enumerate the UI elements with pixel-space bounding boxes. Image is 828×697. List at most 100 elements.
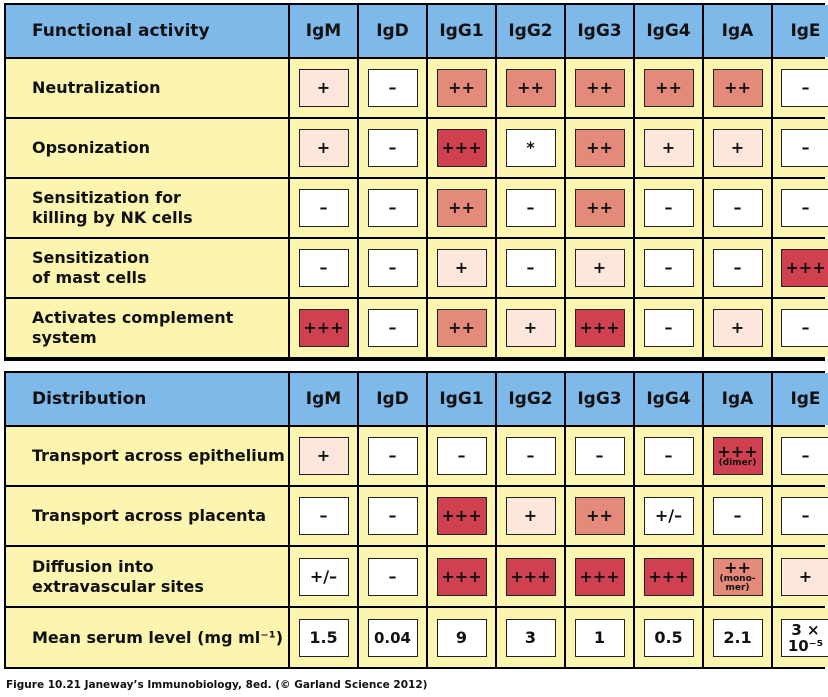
distribution-column-header-igg3: IgG3 (566, 373, 633, 425)
value-note: (mono- mer) (719, 573, 756, 593)
functional-column-header-igg3: IgG3 (566, 5, 633, 57)
distribution-cell: 0.5 (635, 608, 702, 667)
functional-cell: ++ (704, 59, 771, 117)
functional-cell: ++ (428, 299, 495, 357)
functional-value-box-igg1: +++ (436, 129, 487, 167)
distribution-cell: – (704, 487, 771, 545)
functional-cell: + (497, 299, 564, 357)
distribution-value-box-igg3: +++ (574, 557, 625, 596)
functional-value-box-igg3: +++ (574, 309, 625, 347)
functional-value-box-igg3: + (574, 249, 625, 287)
distribution-cell: 9 (428, 608, 495, 667)
value-text: – (526, 258, 535, 277)
distribution-value-box-igd: – (367, 557, 418, 596)
value-text: 1 (593, 627, 606, 647)
distribution-cell: – (290, 487, 357, 545)
value-text: ++ (586, 506, 613, 525)
distribution-column-header-iga: IgA (704, 373, 771, 425)
functional-cell: – (704, 239, 771, 297)
functional-value-box-igg4: – (643, 249, 694, 287)
functional-value-box-igg2: * (505, 129, 556, 167)
distribution-value-box-iga: +++ (dimer) (712, 437, 763, 475)
distribution-cell: – (359, 487, 426, 545)
value-text: – (801, 138, 810, 157)
functional-value-box-igd: – (367, 69, 418, 107)
value-text: ++ (655, 78, 682, 97)
distribution-value-box-igm: +/– (298, 557, 349, 596)
figure-caption: Figure 10.21 Janeway’s Immunobiology, 8e… (6, 679, 428, 691)
functional-row-label: Neutralization (6, 59, 288, 117)
functional-cell: + (635, 119, 702, 177)
value-text: – (526, 446, 535, 465)
value-text: – (801, 318, 810, 337)
functional-cell: ++ (566, 119, 633, 177)
value-text: +++ (785, 258, 826, 277)
distribution-value-box-igm: + (298, 437, 349, 475)
functional-value-box-igm: – (298, 189, 349, 227)
value-text: + (523, 506, 538, 525)
functional-column-header-ige: IgE (773, 5, 828, 57)
functional-cell: +++ (566, 299, 633, 357)
value-note: (dimer) (718, 457, 757, 468)
value-text: +++ (510, 566, 551, 586)
functional-value-box-igd: – (367, 309, 418, 347)
distribution-value-box-igg2: 3 (505, 618, 556, 657)
distribution-cell: +/– (290, 547, 357, 606)
functional-value-box-igd: – (367, 189, 418, 227)
value-text: +++ (717, 441, 758, 461)
value-text: ++ (724, 557, 751, 577)
distribution-value-box-igg3: ++ (574, 497, 625, 535)
functional-value-box-ige: – (780, 309, 828, 347)
distribution-cell: – (497, 427, 564, 485)
functional-value-box-igg4: – (643, 309, 694, 347)
distribution-header-title: Distribution (6, 373, 288, 425)
value-text: – (388, 318, 397, 337)
distribution-value-box-ige: 3 × 10⁻⁵ (780, 618, 828, 657)
functional-value-box-igg3: ++ (574, 69, 625, 107)
value-text: ++ (448, 198, 475, 217)
value-text: – (801, 446, 810, 465)
distribution-value-box-igg1: +++ (436, 557, 487, 596)
functional-column-header-igg2: IgG2 (497, 5, 564, 57)
distribution-cell: + (497, 487, 564, 545)
functional-value-box-igg2: ++ (505, 69, 556, 107)
functional-cell: ++ (635, 59, 702, 117)
distribution-value-box-igg2: + (505, 497, 556, 535)
distribution-value-box-igd: 0.04 (367, 618, 418, 657)
distribution-row-label: Diffusion into extravascular sites (6, 547, 288, 606)
distribution-row-label: Transport across epithelium (6, 427, 288, 485)
functional-value-box-igd: – (367, 129, 418, 167)
value-text: – (664, 446, 673, 465)
value-text: – (319, 506, 328, 525)
value-text: + (730, 138, 745, 157)
functional-cell: +++ (428, 119, 495, 177)
distribution-cell: +++ (497, 547, 564, 606)
functional-column-header-igg4: IgG4 (635, 5, 702, 57)
functional-cell: + (290, 59, 357, 117)
distribution-value-box-igg4: +++ (643, 557, 694, 596)
functional-value-box-iga: + (712, 129, 763, 167)
functional-cell: + (428, 239, 495, 297)
functional-cell: – (359, 239, 426, 297)
distribution-value-box-iga: – (712, 497, 763, 535)
functional-value-box-iga: + (712, 309, 763, 347)
functional-value-box-igm: + (298, 129, 349, 167)
functional-value-box-ige: +++ (780, 249, 828, 287)
functional-header-title: Functional activity (6, 5, 288, 57)
functional-cell: ++ (428, 59, 495, 117)
distribution-cell: – (773, 427, 828, 485)
value-text: – (388, 506, 397, 525)
functional-cell: – (359, 59, 426, 117)
value-text: – (388, 446, 397, 465)
value-text: – (733, 506, 742, 525)
distribution-cell: 3 × 10⁻⁵ (773, 608, 828, 667)
distribution-cell: +++ (635, 547, 702, 606)
functional-value-box-igg1: ++ (436, 309, 487, 347)
functional-cell: – (359, 119, 426, 177)
distribution-cell: ++ (566, 487, 633, 545)
distribution-value-box-ige: + (780, 557, 828, 596)
functional-cell: – (773, 299, 828, 357)
value-text: – (319, 198, 328, 217)
functional-cell: ++ (566, 59, 633, 117)
value-text: +++ (441, 566, 482, 586)
